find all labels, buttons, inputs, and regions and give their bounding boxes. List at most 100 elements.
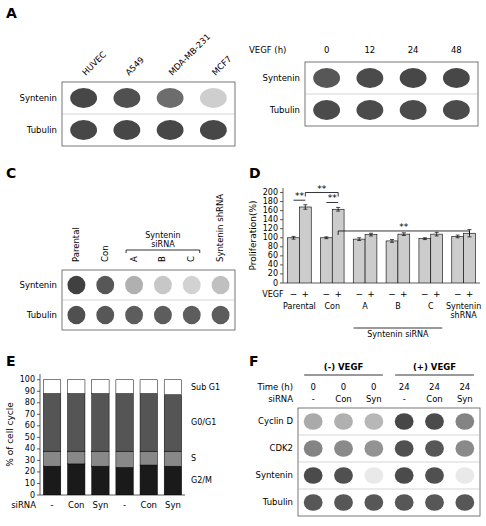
blot-band (313, 68, 340, 88)
blot-band (364, 467, 383, 484)
y-tick-label: 50 (25, 433, 35, 442)
blot-band (304, 467, 323, 484)
row-label: Syntenin (19, 280, 57, 290)
bar-segment (68, 394, 85, 452)
error-bar (369, 233, 373, 236)
bracket-label-line: siRNA (151, 240, 175, 249)
y-tick (37, 460, 40, 461)
column-label: A (129, 256, 139, 262)
error-cap (303, 204, 307, 205)
bar-segment (164, 395, 181, 451)
header-row-value: Syn (457, 394, 473, 404)
panel-letter: E (6, 353, 16, 369)
series-label: + (302, 289, 310, 299)
column-label: 12 (364, 45, 375, 55)
bar (365, 235, 377, 283)
significance-label: ** (295, 191, 305, 201)
blot-band (304, 440, 323, 457)
row-label: Syntenin (255, 470, 293, 480)
bar-segment (68, 464, 85, 495)
significance-bracket (338, 231, 339, 235)
category-label: Syn (165, 500, 181, 510)
error-bar (303, 205, 307, 210)
error-cap (303, 209, 307, 210)
bar-segment (116, 394, 133, 452)
bar-segment (116, 451, 133, 467)
header-row-value: 0 (371, 382, 376, 392)
panel-letter: A (6, 5, 17, 21)
error-cap (369, 233, 373, 234)
row-label: Tubulin (262, 497, 293, 507)
bar (299, 207, 311, 283)
header-row-value: 24 (399, 382, 410, 392)
y-tick (280, 219, 283, 220)
blot-frame (298, 408, 480, 516)
y-tick-label: 200 (263, 188, 278, 197)
bar-segment (140, 451, 157, 465)
blot-separator (62, 114, 235, 115)
blot-separator (62, 300, 235, 301)
bar-segment (92, 380, 109, 394)
x-axis-label: siRNA (11, 500, 36, 510)
y-axis-label: % of cell cycle (5, 402, 15, 467)
blot-band (356, 68, 383, 88)
bar (398, 234, 410, 283)
row-label: Tubulin (269, 105, 300, 115)
y-tick-label: 140 (263, 215, 278, 224)
category-label: Con (324, 302, 340, 311)
row-label: Tubulin (26, 310, 57, 320)
bar-segment (68, 380, 85, 394)
blot-band (154, 306, 172, 325)
bar-segment (140, 394, 157, 452)
y-tick (37, 471, 40, 472)
y-tick-label: 30 (25, 456, 35, 465)
bar-segment (92, 451, 109, 466)
blot-band (455, 467, 474, 484)
blot-band (334, 494, 353, 511)
row-label: Cyclin D (258, 416, 293, 426)
y-tick-label: 120 (263, 224, 278, 233)
category-label: Con (68, 500, 85, 510)
significance-bracket (338, 193, 339, 197)
blot-band (395, 467, 414, 484)
blot-band (183, 306, 201, 325)
blot-frame (305, 62, 478, 126)
category-label-line: shRNA (450, 310, 477, 319)
series-label: + (433, 289, 441, 299)
bars (43, 380, 181, 495)
blot-band (334, 440, 353, 457)
column-label: Con (100, 245, 110, 262)
column-label: MCF7 (210, 54, 234, 78)
y-tick-label: 80 (268, 242, 278, 251)
panel-letter: F (249, 353, 259, 369)
y-tick (37, 425, 40, 426)
bars (288, 205, 476, 283)
error-cap (390, 242, 394, 243)
bar-segment (68, 451, 85, 464)
error-bar (336, 207, 340, 211)
bar-segment (92, 466, 109, 495)
bar (431, 234, 443, 283)
y-tick-label: 100 (20, 375, 35, 384)
blot-band (364, 440, 383, 457)
blot-band (425, 413, 444, 430)
bar-segment (140, 465, 157, 495)
header-row-value: 24 (459, 382, 470, 392)
blot-band (313, 100, 340, 120)
header-label: VEGF (h) (249, 45, 286, 55)
header-row-value: Syn (366, 394, 382, 404)
y-tick (37, 495, 40, 496)
category-label: SynteninshRNA (446, 302, 481, 320)
legend-label: Sub G1 (191, 383, 220, 392)
y-tick (37, 402, 40, 403)
y-tick (37, 437, 40, 438)
blot-band (96, 276, 114, 295)
bar-segment (116, 380, 133, 394)
y-tick-label: 40 (268, 260, 278, 269)
error-cap (423, 237, 427, 238)
blot-band (334, 467, 353, 484)
blot-band (364, 494, 383, 511)
series-label: + (334, 289, 342, 299)
y-tick-label: 60 (25, 421, 35, 430)
y-tick (280, 192, 283, 193)
